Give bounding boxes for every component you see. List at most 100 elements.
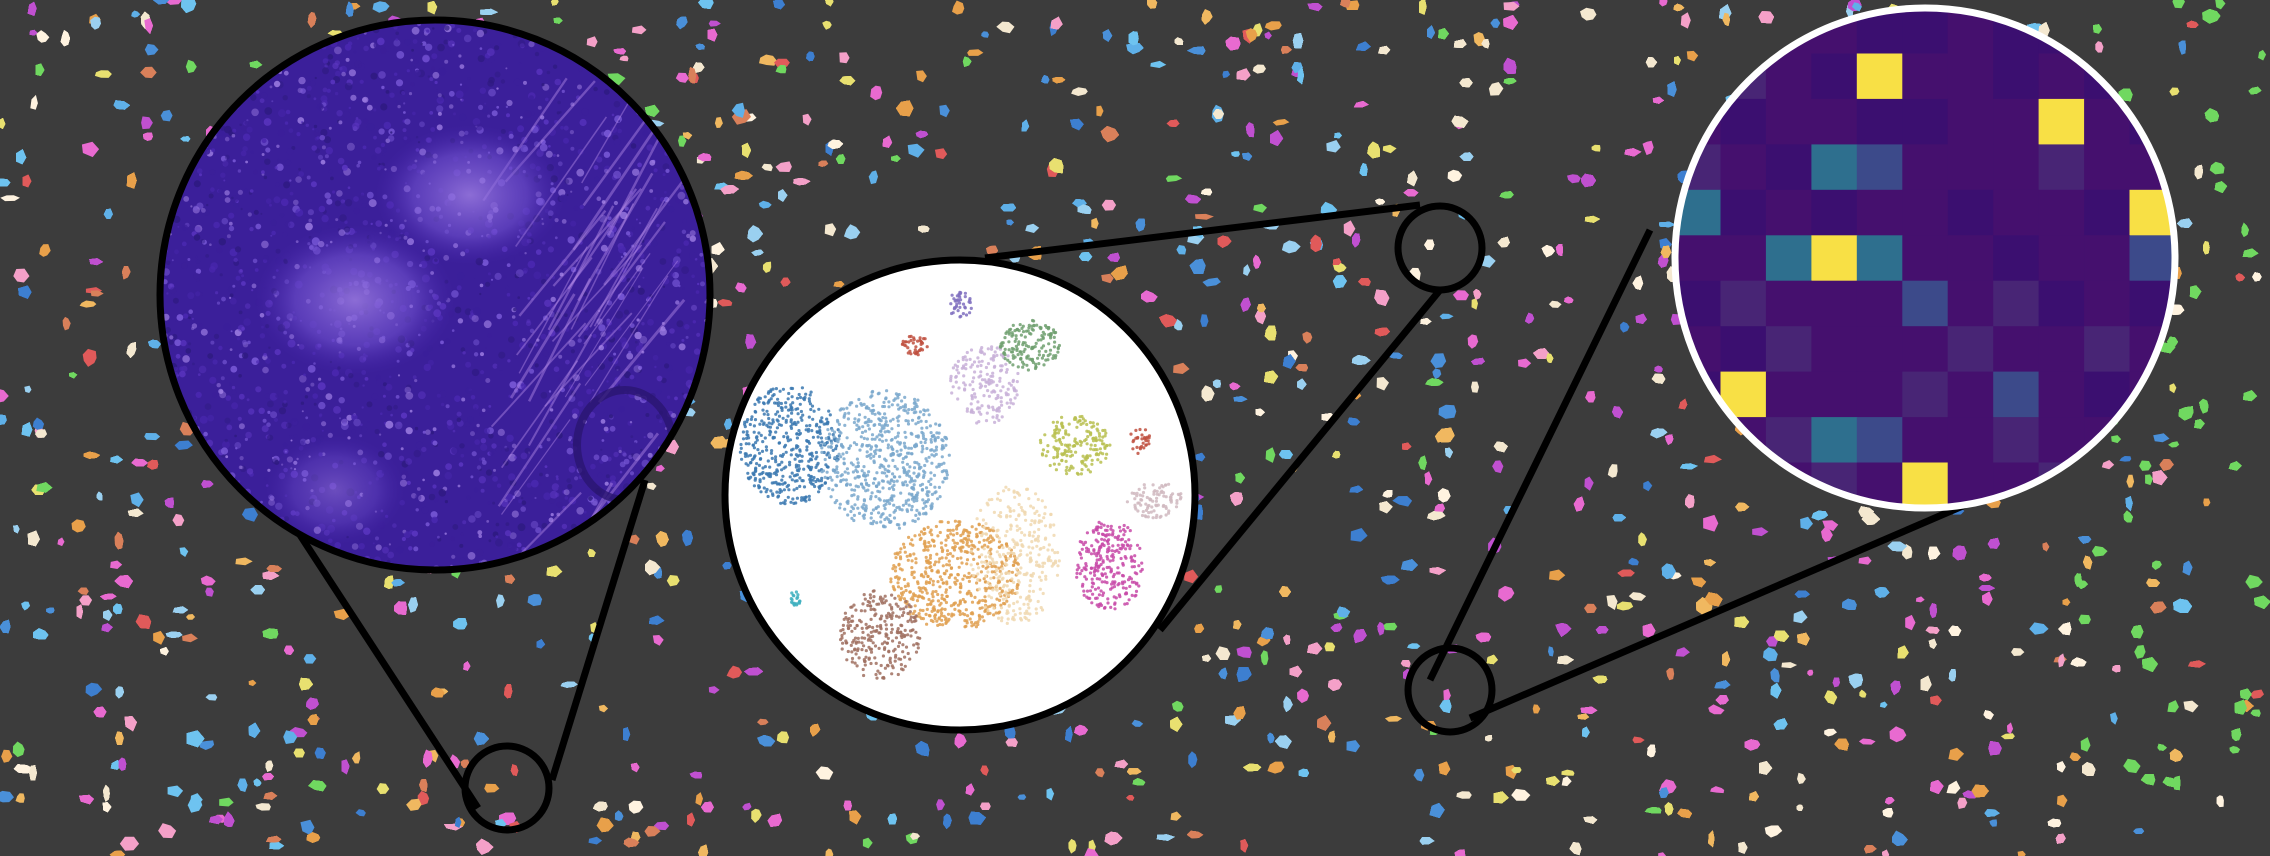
segmented-cell [1297,688,1309,704]
segmented-cell [2168,441,2180,448]
segmented-cell [1905,614,1916,631]
segmented-cell [761,163,773,172]
segmented-cell [241,507,258,522]
segmented-cell [85,682,103,697]
segmented-cell [21,601,31,611]
segmented-cell [2249,689,2264,699]
segmented-cell [2169,87,2180,96]
segmented-cell [843,224,861,240]
segmented-cell [90,16,101,30]
segmented-cell [1222,70,1231,79]
segmented-cell [140,66,157,79]
segmented-cell [1253,203,1267,213]
segmented-cell [1793,610,1808,624]
segmented-cell [36,30,50,43]
segmented-cell [24,385,32,393]
segmented-cell [1824,728,1837,737]
segmented-cell [619,55,629,62]
segmented-cell [1548,300,1562,308]
segmented-cell [2058,653,2065,668]
segmented-cell [1584,603,1597,614]
segmented-cell [1430,353,1447,369]
segmented-cell [1267,761,1285,774]
segmented-cell [759,54,777,66]
segmented-cell [1607,464,1618,478]
segmented-cell [1632,736,1645,744]
segmented-cell [939,104,950,118]
segmented-cell [1643,480,1653,492]
segmented-cell [644,826,661,837]
segmented-cell [200,575,216,586]
segmented-cell [1492,460,1504,474]
segmented-cell [1616,601,1634,611]
segmented-cell [588,836,603,845]
segmented-cell [1407,643,1421,649]
segmented-cell [934,148,948,160]
segmented-cell [1680,12,1691,29]
segmented-cell [2183,700,2199,713]
segmented-cell [2216,795,2224,808]
segmented-cell [1200,314,1209,327]
segmented-cell [82,348,97,367]
segmented-cell [30,94,38,110]
segmented-cell [1215,646,1231,660]
segmented-cell [1762,647,1778,662]
segmented-cell [1686,50,1699,62]
segmented-cell [12,741,25,758]
segmented-cell [255,803,271,811]
segmented-cell [1620,321,1630,333]
segmented-cell [936,799,945,811]
segmented-cell [708,20,721,27]
segmented-cell [2011,648,2025,656]
segmented-cell [628,800,644,814]
segmented-cell [1,749,13,763]
segmented-cell [1708,704,1725,715]
segmented-cell [90,290,104,297]
segmented-cell [607,73,626,86]
segmented-cell [13,268,30,283]
segmented-cell [1549,569,1566,581]
segmented-cell [774,58,790,67]
segmented-cell [775,64,787,74]
segmented-cell [910,832,921,840]
segmented-cell [34,429,48,438]
segmented-cell [981,31,989,38]
segmented-cell [907,143,925,158]
segmented-cell [1879,701,1888,708]
segmented-cell [2080,737,2091,752]
segmented-cell [15,793,25,803]
segmented-cell [1447,169,1463,183]
segmented-cell [1165,175,1183,182]
segmented-cell [1384,715,1403,722]
segmented-cell [1703,514,1719,532]
segmented-cell [1202,277,1221,287]
segmented-cell [1498,585,1515,602]
segmented-cell [248,679,257,687]
segmented-cell [1324,642,1336,652]
segmented-cell [802,113,812,126]
segmented-cell [1439,313,1454,320]
segmented-cell [822,20,832,30]
segmented-cell [2123,758,2141,774]
segmented-cell [81,141,100,158]
segmented-cell [164,0,182,5]
segmented-cell [187,797,203,813]
segmented-cell [714,117,723,128]
segmented-cell [1548,646,1554,657]
segmented-cell [235,557,253,566]
segmented-cell [1471,298,1478,310]
segmented-cell [1948,747,1965,761]
segmented-cell [2029,622,2049,635]
segmented-cell [1265,447,1276,463]
segmented-cell [2017,850,2026,856]
segmented-cell [695,792,703,806]
segmented-cell [952,0,965,15]
segmented-cell [1561,776,1572,787]
segmented-cell [1350,528,1368,542]
segmented-cell [653,821,670,831]
segmented-cell [1989,819,1998,827]
segmented-cell [1091,217,1099,229]
segmented-cell [185,59,197,74]
segmented-cell [655,464,665,472]
segmented-cell [2139,460,2152,471]
